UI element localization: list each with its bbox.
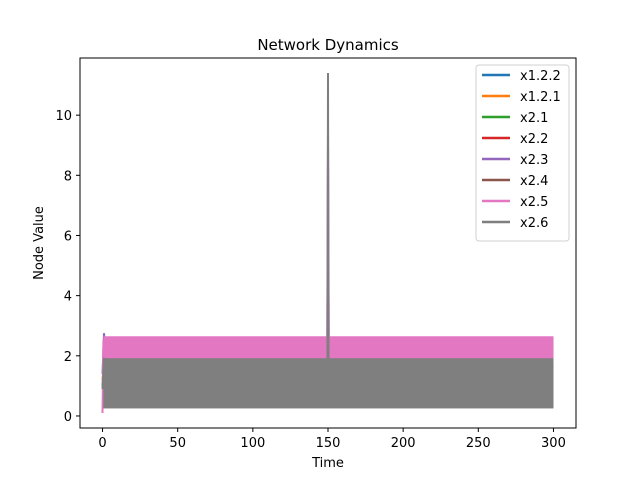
legend-item: x1.2.2	[482, 69, 561, 84]
legend-item: x2.1	[482, 111, 548, 126]
series-x2.6	[101, 72, 554, 409]
legend-label: x2.5	[520, 195, 548, 210]
y-tick-label: 2	[64, 350, 72, 365]
legend-label: x2.6	[520, 216, 548, 231]
legend-label: x1.2.2	[520, 69, 561, 84]
y-tick-label: 8	[64, 169, 72, 184]
legend-box	[475, 64, 570, 242]
ticks: 0 50 100 150 200 250 300 0 2 4 6 8 10	[55, 109, 565, 451]
y-tick-label: 10	[55, 109, 72, 124]
plot-area	[101, 72, 554, 414]
x-tick-label: 250	[466, 436, 491, 451]
x-tick-label: 300	[541, 436, 566, 451]
y-tick-label: 0	[64, 410, 72, 425]
x-axis-label: Time	[311, 456, 344, 471]
legend-item: x2.2	[482, 132, 548, 147]
legend-label: x2.4	[520, 174, 548, 189]
line-x2.6	[101, 72, 554, 405]
x-tick-label: 50	[169, 436, 186, 451]
x-tick-label: 200	[391, 436, 416, 451]
legend-item: x2.4	[482, 174, 548, 189]
legend-item: x2.5	[482, 195, 548, 210]
legend-item: x2.6	[482, 216, 548, 231]
y-axis-label: Node Value	[32, 206, 47, 280]
x-tick-label: 150	[316, 436, 341, 451]
legend-label: x2.2	[520, 132, 548, 147]
legend-item: x2.3	[482, 153, 548, 168]
y-tick-label: 6	[64, 229, 72, 244]
legend-label: x2.3	[520, 153, 548, 168]
x-tick-label: 0	[98, 436, 106, 451]
legend: x1.2.2 x1.2.1 x2.1 x2.2 x2.3 x2.4 x2.5 x2.6	[475, 64, 570, 242]
legend-label: x2.1	[520, 111, 548, 126]
legend-item: x1.2.1	[482, 90, 561, 105]
legend-label: x1.2.1	[520, 90, 561, 105]
y-tick-label: 4	[64, 290, 72, 305]
chart-title: Network Dynamics	[257, 36, 399, 54]
x-tick-label: 100	[240, 436, 265, 451]
